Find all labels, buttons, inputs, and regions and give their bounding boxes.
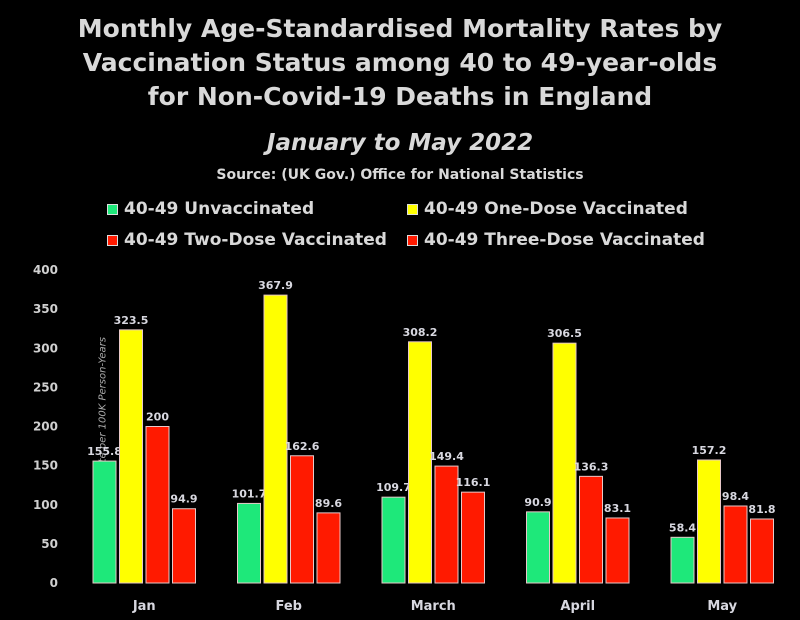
bar — [172, 508, 196, 584]
x-tick-label: Feb — [276, 599, 302, 614]
x-tick-label: Jan — [132, 599, 156, 614]
bar — [381, 496, 406, 584]
data-label: 98.4 — [722, 490, 749, 503]
data-label: 83.1 — [604, 502, 631, 515]
bar — [723, 505, 748, 584]
x-tick-label: March — [411, 599, 456, 614]
bar — [552, 342, 577, 584]
bar — [434, 465, 459, 584]
legend-item-three-dose: 40-49 Three-Dose Vaccinated — [407, 230, 705, 250]
chart-subtitle: January to May 2022 — [266, 130, 534, 156]
legend-item-one-dose: 40-49 One-Dose Vaccinated — [407, 199, 688, 219]
data-label: 101.7 — [232, 487, 267, 500]
chart-title-line-3: for Non-Covid-19 Deaths in England — [147, 82, 653, 111]
data-label: 149.4 — [429, 450, 464, 463]
data-label: 89.6 — [315, 497, 342, 510]
data-label: 323.5 — [114, 314, 149, 327]
y-tick-label: 350 — [33, 302, 58, 316]
bar — [119, 329, 143, 584]
legend-label: 40-49 One-Dose Vaccinated — [424, 199, 688, 219]
bar — [697, 459, 721, 584]
y-tick-label: 200 — [33, 420, 58, 434]
bar — [316, 512, 341, 584]
data-label: 136.3 — [574, 460, 609, 473]
y-tick-label: 400 — [33, 263, 58, 277]
bar — [408, 341, 432, 584]
legend-swatch — [407, 203, 418, 215]
y-tick-label: 250 — [33, 380, 58, 394]
legend-label: 40-49 Three-Dose Vaccinated — [424, 230, 705, 250]
bar — [750, 518, 774, 584]
bar — [526, 511, 550, 584]
bar — [605, 517, 630, 584]
y-tick-label: 50 — [41, 537, 58, 551]
chart-source: Source: (UK Gov.) Office for National St… — [216, 167, 584, 183]
bar — [92, 460, 117, 584]
bar — [237, 502, 261, 584]
legend-item-two-dose: 40-49 Two-Dose Vaccinated — [107, 230, 387, 250]
data-label: 94.9 — [170, 493, 197, 506]
data-label: 367.9 — [258, 279, 293, 292]
bar — [461, 491, 485, 584]
data-label: 155.8 — [87, 445, 122, 458]
y-tick-label: 300 — [33, 341, 58, 355]
data-label: 306.5 — [547, 327, 582, 340]
bar — [263, 294, 288, 584]
legend-label: 40-49 Unvaccinated — [124, 199, 315, 219]
legend-label: 40-49 Two-Dose Vaccinated — [124, 230, 387, 250]
data-label: 90.9 — [524, 496, 551, 509]
chart-title-line-2: Vaccination Status among 40 to 49-year-o… — [82, 48, 718, 77]
data-label: 162.6 — [285, 440, 320, 453]
bar — [670, 536, 695, 584]
y-tick-label: 100 — [33, 498, 58, 512]
bar — [290, 455, 314, 584]
data-label: 109.7 — [376, 481, 411, 494]
chart-title-line-1: Monthly Age-Standardised Mortality Rates… — [77, 14, 723, 43]
legend-swatch — [107, 203, 118, 215]
data-label: 116.1 — [456, 476, 491, 489]
x-tick-label: April — [560, 599, 595, 614]
data-label: 200 — [146, 411, 169, 424]
chart-title: Monthly Age-Standardised Mortality Rates… — [0, 12, 800, 114]
data-label: 308.2 — [403, 326, 438, 339]
data-label: 157.2 — [692, 444, 727, 457]
legend-item-unvaccinated: 40-49 Unvaccinated — [107, 199, 314, 219]
legend-swatch — [107, 234, 118, 246]
bar — [145, 426, 170, 584]
data-label: 81.8 — [748, 503, 775, 516]
legend-swatch — [407, 234, 418, 246]
y-tick-label: 0 — [50, 576, 58, 590]
bar — [579, 475, 603, 584]
x-tick-label: May — [707, 599, 737, 614]
y-tick-label: 150 — [33, 459, 58, 473]
data-label: 58.4 — [669, 521, 696, 534]
